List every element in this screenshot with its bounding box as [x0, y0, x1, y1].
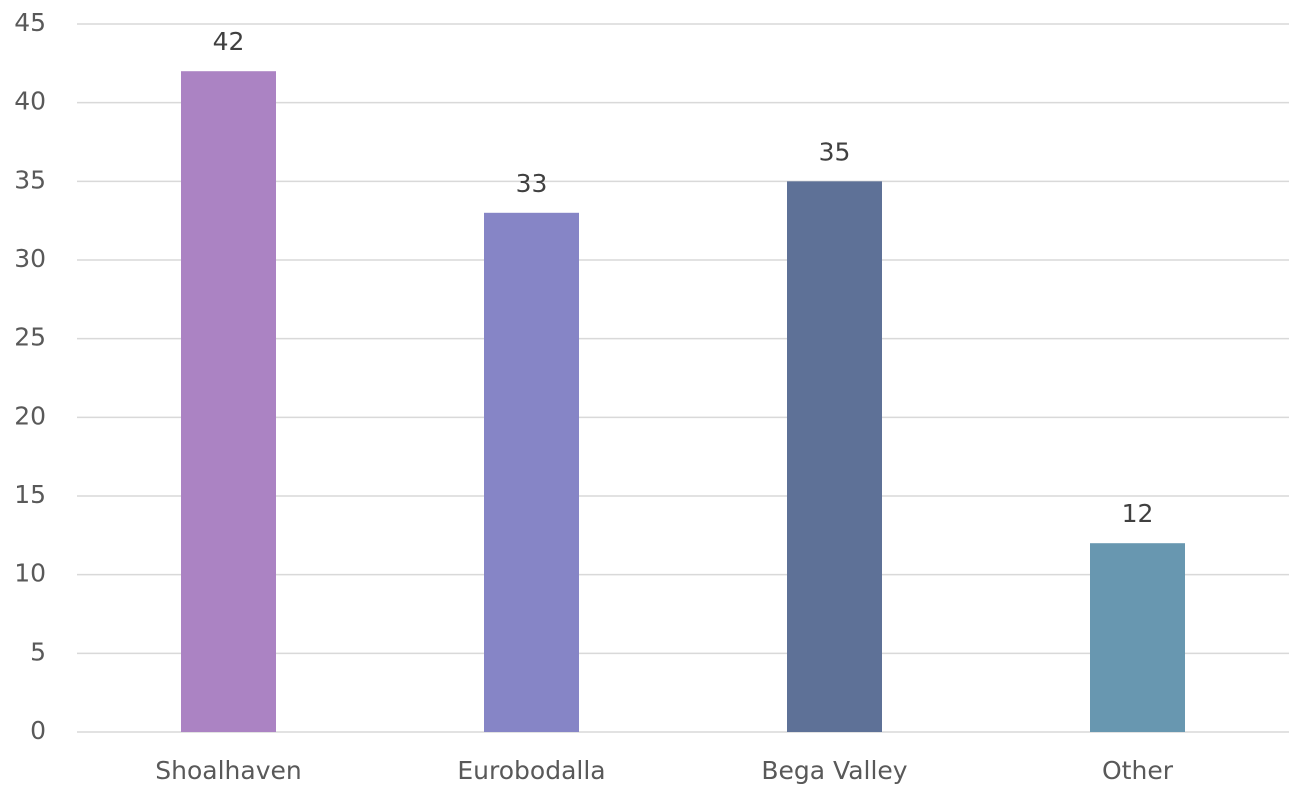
data-label: 12 — [1122, 499, 1154, 528]
x-tick-label: Eurobodalla — [457, 756, 605, 785]
bar — [181, 71, 276, 732]
data-label: 42 — [213, 27, 245, 56]
y-tick-label: 10 — [14, 559, 46, 588]
y-tick-label: 5 — [30, 637, 46, 666]
bar — [1090, 543, 1185, 732]
y-tick-label: 35 — [14, 165, 46, 194]
data-label: 35 — [819, 137, 851, 166]
y-tick-label: 45 — [14, 8, 46, 37]
y-tick-label: 25 — [14, 323, 46, 352]
data-label: 33 — [516, 169, 548, 198]
y-tick-label: 40 — [14, 87, 46, 116]
x-tick-label: Other — [1102, 756, 1174, 785]
x-tick-label: Bega Valley — [761, 756, 907, 785]
x-tick-label: Shoalhaven — [155, 756, 301, 785]
bar — [484, 212, 579, 733]
y-tick-label: 0 — [30, 716, 46, 745]
y-tick-label: 15 — [14, 480, 46, 509]
y-tick-label: 20 — [14, 401, 46, 430]
y-tick-label: 30 — [14, 244, 46, 273]
bar — [787, 181, 882, 733]
